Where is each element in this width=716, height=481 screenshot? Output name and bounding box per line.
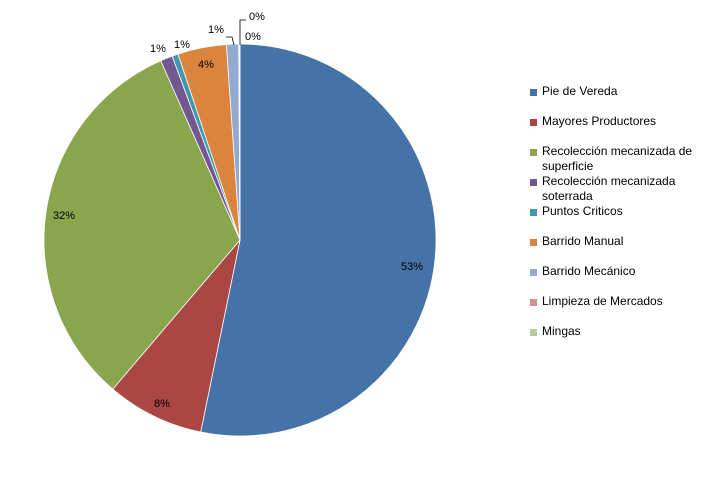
legend-label: Recolección mecanizada soterrada <box>542 174 676 203</box>
data-label-9: 0% <box>245 31 261 43</box>
pie-slices <box>43 43 437 437</box>
legend-label: Puntos Criticos <box>542 204 623 218</box>
legend-label: Mingas <box>542 324 581 338</box>
data-label-8: 0% <box>249 11 265 23</box>
legend-item-4: Recolección mecanizada soterrada <box>530 174 710 204</box>
pie-slice-1 <box>200 43 437 437</box>
legend-swatch <box>530 269 537 276</box>
data-label-2: 8% <box>154 398 170 410</box>
legend-label: Barrido Manual <box>542 234 624 248</box>
data-label-1: 53% <box>401 261 423 273</box>
legend-item-2: Mayores Productores <box>530 114 710 144</box>
legend-item-5: Puntos Criticos <box>530 204 710 234</box>
pie-slice-3 <box>43 60 241 390</box>
legend-swatch <box>530 149 537 156</box>
legend-item-6: Barrido Manual <box>530 234 710 264</box>
legend-label: Pie de Vereda <box>542 84 618 98</box>
legend-swatch <box>530 329 537 336</box>
legend-item-1: Pie de Vereda <box>530 84 710 114</box>
leader-line-7 <box>226 36 235 46</box>
legend-label: Recolección mecanizada de superficie <box>542 144 693 173</box>
legend-item-9: Mingas <box>530 324 710 354</box>
data-label-5: 1% <box>174 39 190 51</box>
legend-label: Barrido Mecánico <box>542 264 636 278</box>
legend-swatch <box>530 179 537 186</box>
legend-swatch <box>530 209 537 216</box>
data-label-7: 1% <box>208 24 224 36</box>
legend-swatch <box>530 89 537 96</box>
data-labels: 53% 8% 32% 1% 1% 4% 1% 0% 0% <box>53 11 423 410</box>
legend: Pie de Vereda Mayores Productores Recolecc… <box>530 84 710 354</box>
legend-item-8: Limpieza de Mercados <box>530 294 710 324</box>
legend-swatch <box>530 299 537 306</box>
data-label-6: 4% <box>198 59 214 71</box>
legend-item-3: Recolección mecanizada de superficie <box>530 144 710 174</box>
leader-lines <box>226 19 246 46</box>
legend-label: Limpieza de Mercados <box>542 294 663 308</box>
data-label-4: 1% <box>150 43 166 55</box>
legend-swatch <box>530 239 537 246</box>
pie-slice-2 <box>112 239 241 433</box>
data-label-3: 32% <box>53 210 75 222</box>
legend-swatch <box>530 119 537 126</box>
legend-item-7: Barrido Mecánico <box>530 264 710 294</box>
leader-line-8 <box>239 19 246 45</box>
legend-label: Mayores Productores <box>542 114 657 128</box>
